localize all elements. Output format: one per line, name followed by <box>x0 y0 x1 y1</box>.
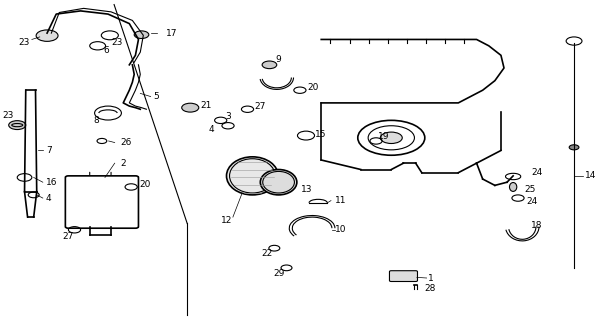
Text: 23: 23 <box>111 38 123 47</box>
Text: 23: 23 <box>2 111 14 120</box>
Text: 10: 10 <box>335 225 347 234</box>
Text: 15: 15 <box>315 130 327 139</box>
Text: 16: 16 <box>46 178 58 187</box>
Text: 17: 17 <box>166 28 177 38</box>
Circle shape <box>262 61 277 69</box>
Circle shape <box>380 132 402 143</box>
Text: 4: 4 <box>46 194 51 203</box>
Text: 23: 23 <box>19 38 30 47</box>
Text: 25: 25 <box>524 185 536 194</box>
Text: 24: 24 <box>531 168 543 177</box>
Text: 1: 1 <box>428 274 433 283</box>
Text: 4: 4 <box>209 125 215 134</box>
Text: 20: 20 <box>139 180 151 189</box>
Text: 26: 26 <box>120 138 132 147</box>
Circle shape <box>569 145 579 150</box>
Ellipse shape <box>260 170 297 195</box>
Text: 22: 22 <box>261 249 272 258</box>
Text: 12: 12 <box>221 216 233 225</box>
Text: 20: 20 <box>307 84 319 92</box>
Text: 11: 11 <box>335 196 347 205</box>
Text: 14: 14 <box>585 172 597 180</box>
Text: 3: 3 <box>226 112 231 121</box>
Circle shape <box>182 103 199 112</box>
Text: 27: 27 <box>255 102 266 111</box>
Circle shape <box>134 31 149 38</box>
Text: 19: 19 <box>378 132 389 141</box>
Text: 6: 6 <box>104 46 110 55</box>
Ellipse shape <box>226 157 278 195</box>
Text: 13: 13 <box>301 185 313 194</box>
Text: 2: 2 <box>120 159 126 168</box>
Text: 27: 27 <box>62 232 74 241</box>
Text: 29: 29 <box>274 269 285 278</box>
Text: 7: 7 <box>46 146 51 155</box>
Text: 9: 9 <box>275 55 282 64</box>
Text: 5: 5 <box>154 92 160 101</box>
FancyBboxPatch shape <box>389 271 417 282</box>
Text: 21: 21 <box>200 101 211 110</box>
Circle shape <box>9 121 26 130</box>
Ellipse shape <box>509 182 517 191</box>
Text: 18: 18 <box>531 220 543 229</box>
Circle shape <box>36 30 58 41</box>
Text: 28: 28 <box>425 284 436 293</box>
Text: 24: 24 <box>526 197 538 206</box>
FancyBboxPatch shape <box>65 176 138 228</box>
Text: 8: 8 <box>93 116 99 125</box>
